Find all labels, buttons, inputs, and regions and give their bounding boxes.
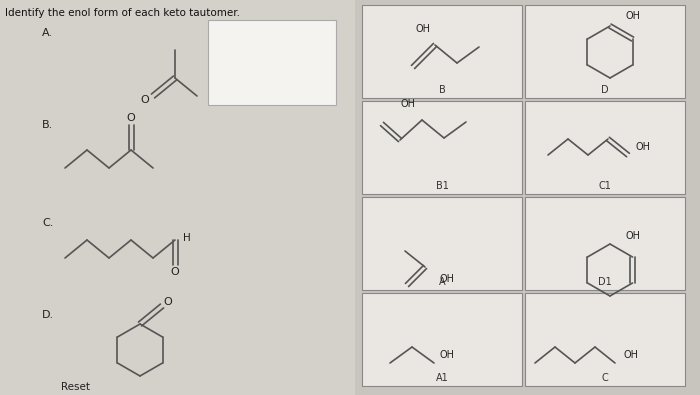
Bar: [525, 101, 685, 194]
Text: OH: OH: [400, 99, 416, 109]
Text: H: H: [183, 233, 190, 243]
Text: A1: A1: [435, 373, 449, 383]
Bar: [525, 293, 685, 386]
Text: OH: OH: [636, 142, 651, 152]
Text: Identify the enol form of each keto tautomer.: Identify the enol form of each keto taut…: [5, 8, 240, 18]
Text: B1: B1: [435, 181, 449, 191]
Text: O: O: [141, 95, 149, 105]
Text: A.: A.: [42, 28, 53, 38]
Text: OH: OH: [625, 11, 640, 21]
Text: C: C: [601, 373, 608, 383]
Bar: [525, 197, 685, 290]
Bar: [362, 293, 522, 386]
Text: OH: OH: [416, 24, 430, 34]
Text: OH: OH: [623, 350, 638, 360]
Text: O: O: [164, 297, 172, 307]
Text: OH: OH: [625, 231, 640, 241]
Text: OH: OH: [440, 274, 455, 284]
Text: D1: D1: [598, 277, 612, 287]
Bar: [362, 5, 522, 98]
Text: OH: OH: [440, 350, 455, 360]
Text: B.: B.: [42, 120, 53, 130]
Text: Reset: Reset: [60, 382, 90, 392]
Text: O: O: [127, 113, 135, 123]
Bar: [362, 101, 522, 194]
Text: D.: D.: [42, 310, 54, 320]
Text: A: A: [439, 277, 445, 287]
Bar: [362, 197, 522, 290]
Bar: [525, 5, 685, 98]
Text: D: D: [601, 85, 609, 95]
Bar: [208, 20, 336, 105]
Text: B: B: [439, 85, 445, 95]
Bar: [0, 0, 355, 395]
Text: C.: C.: [42, 218, 53, 228]
Text: O: O: [171, 267, 179, 277]
Text: C1: C1: [598, 181, 611, 191]
